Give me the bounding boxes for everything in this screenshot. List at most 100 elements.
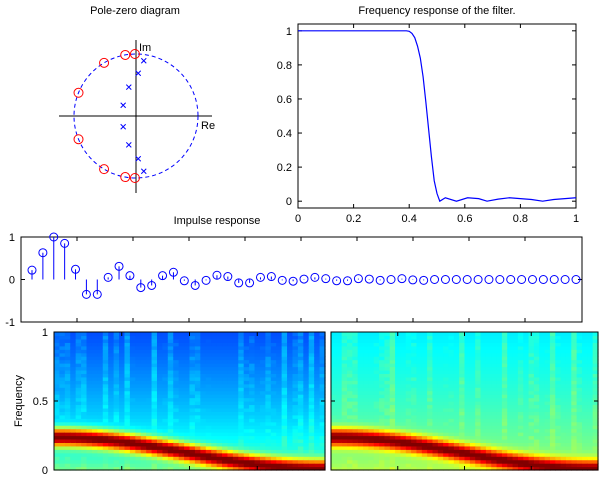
spectrogram-cell <box>560 363 567 368</box>
spectrogram-cell <box>379 376 385 381</box>
spectrogram-cell <box>205 442 212 447</box>
spectrogram-cell <box>485 421 492 426</box>
spectrogram-cell <box>571 359 578 364</box>
spectrogram-cell <box>184 332 191 337</box>
spectrogram-cell <box>287 359 294 364</box>
spectrogram-cell <box>167 349 174 354</box>
spectrogram-cell <box>485 363 492 368</box>
spectrogram-cell <box>81 435 88 440</box>
spectrogram-cell <box>173 428 180 433</box>
spectrogram-cell <box>421 404 428 409</box>
spectrogram-cell <box>167 380 174 385</box>
spectrogram-cell <box>587 332 594 337</box>
spectrogram-cell <box>319 345 326 350</box>
spectrogram-cell <box>276 332 283 337</box>
spectrogram-cell <box>528 428 535 433</box>
spectrogram-cell <box>437 380 444 385</box>
spectrogram-cell <box>86 338 93 343</box>
spectrogram-cell <box>135 414 142 419</box>
spectrogram-cell <box>565 332 572 337</box>
spectrogram-cell <box>287 345 294 350</box>
spectrogram-cell <box>281 349 288 354</box>
spectrogram-cell <box>539 466 546 471</box>
spectrogram-cell <box>287 369 294 374</box>
spectrogram-cell <box>512 435 519 440</box>
spectrogram-cell <box>565 411 572 416</box>
spectrogram-cell <box>357 356 364 361</box>
spectrogram-cell <box>368 432 375 437</box>
spectrogram-cell <box>308 425 315 430</box>
spectrogram-cell <box>560 387 567 392</box>
spectrogram-cell <box>576 335 583 340</box>
spectrogram-cell <box>491 390 498 395</box>
spectrogram-cell <box>156 376 163 381</box>
impulse-marker <box>277 275 287 285</box>
spectrogram-cell <box>113 397 120 402</box>
spectrogram-cell <box>480 335 487 340</box>
spectrogram-cell <box>331 352 337 357</box>
spectrogram-cell <box>512 366 519 371</box>
spectrogram-cell <box>352 421 359 426</box>
spectrogram-cell <box>576 445 583 450</box>
spectrogram-cell <box>70 394 77 399</box>
spectrogram-cell <box>480 418 487 423</box>
real-axis-label: Re <box>201 120 215 132</box>
spectrogram-cell <box>592 449 599 454</box>
spectrogram-cell <box>135 445 142 450</box>
spectrogram-cell <box>86 463 93 468</box>
spectrogram-cell <box>308 432 315 437</box>
spectrogram-cell <box>259 390 266 395</box>
spectrogram-cell <box>416 390 423 395</box>
spectrogram-cell <box>352 349 359 354</box>
spectrogram-cell <box>222 445 229 450</box>
spectrogram-cell <box>512 452 519 457</box>
impulse-marker <box>386 275 396 284</box>
spectrogram-cell <box>308 387 315 392</box>
spectrogram-cell <box>475 438 482 443</box>
spectrogram-cell <box>533 356 540 361</box>
spectrogram-cell <box>184 387 191 392</box>
spectrogram-cell <box>129 407 136 412</box>
spectrogram-cell <box>448 387 455 392</box>
spectrogram-cell <box>384 376 391 381</box>
spectrogram-cell <box>395 463 402 468</box>
spectrogram-cell <box>254 390 261 395</box>
spectrogram-cell <box>173 432 180 437</box>
spectrogram-cell <box>124 442 131 447</box>
spectrogram-cell <box>259 332 266 337</box>
spectrogram-cell <box>211 421 218 426</box>
spectrogram-cell <box>178 338 185 343</box>
spectrogram-cell <box>276 356 283 361</box>
spectrogram-cell <box>587 338 594 343</box>
spectrogram-cell <box>549 425 556 430</box>
spectrogram-cell <box>54 390 61 395</box>
spectrogram-cell <box>523 349 530 354</box>
spectrogram-cell <box>560 442 567 447</box>
spectrogram-cell <box>544 463 551 468</box>
spectrogram-cell <box>173 463 180 468</box>
spectrogram-cell <box>167 438 174 443</box>
spectrogram-cell <box>238 383 245 388</box>
spectrogram-cell <box>512 401 519 406</box>
spectrogram-cell <box>108 390 115 395</box>
spectrogram-cell <box>162 452 169 457</box>
spectrogram-cell <box>97 438 104 443</box>
spectrogram-cell <box>379 397 385 402</box>
pole-marker <box>120 123 127 130</box>
spectrogram-cell <box>571 428 578 433</box>
spectrogram-cell <box>336 414 343 419</box>
spectrogram-cell <box>135 349 142 354</box>
spectrogram-cell <box>178 459 185 464</box>
spectrogram-cell <box>265 407 272 412</box>
spectrogram-cell <box>363 407 369 412</box>
y-tick-label: -1 <box>5 317 15 329</box>
spectrogram-cell <box>459 359 466 364</box>
spectrogram-cell <box>368 342 375 347</box>
spectrogram-cell <box>151 459 158 464</box>
spectrogram-cell <box>140 369 147 374</box>
spectrogram-cell <box>512 397 519 402</box>
spectrogram-cell <box>352 356 359 361</box>
spectrogram-cell <box>194 380 201 385</box>
spectrogram-cell <box>54 442 61 447</box>
spectrogram-cell <box>453 456 460 461</box>
